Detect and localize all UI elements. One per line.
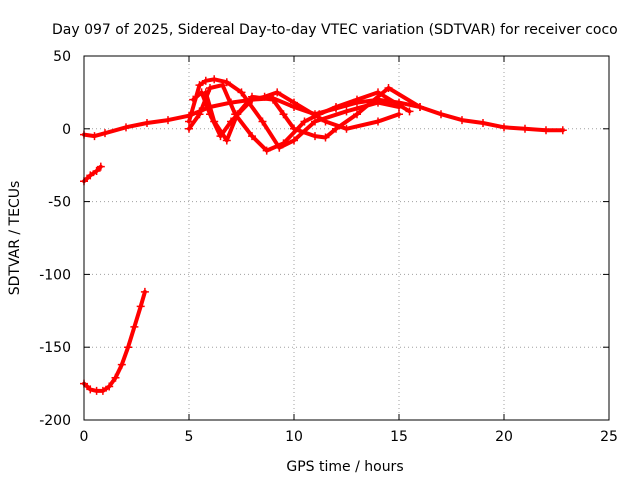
data-point <box>384 84 393 93</box>
data-point <box>92 167 101 176</box>
data-point <box>140 287 149 296</box>
data-point <box>124 343 133 352</box>
y-tick-label: -200 <box>39 413 71 429</box>
data-point <box>96 162 105 171</box>
data-point <box>185 117 193 126</box>
data-point <box>189 95 198 104</box>
data-point <box>290 98 298 107</box>
x-tick-label: 5 <box>185 429 194 445</box>
data-point <box>86 385 95 394</box>
data-point <box>311 132 319 141</box>
data-point <box>233 110 242 119</box>
series-line-early-low-segment <box>82 289 147 393</box>
data-point <box>258 117 267 126</box>
data-point <box>101 129 109 138</box>
data-point <box>111 373 120 382</box>
data-point <box>290 124 298 133</box>
x-tick-label: 15 <box>390 429 408 445</box>
data-point <box>311 117 319 126</box>
data-point <box>558 126 567 135</box>
data-point <box>143 118 151 127</box>
data-point <box>136 302 145 311</box>
series-line-early-mid-segment <box>82 164 103 184</box>
data-point <box>164 116 172 125</box>
data-point <box>248 92 256 101</box>
data-point <box>300 117 309 126</box>
data-point <box>342 107 351 116</box>
data-point <box>185 124 193 133</box>
data-point <box>105 382 114 391</box>
data-point <box>437 110 445 119</box>
data-point <box>321 133 330 142</box>
data-point <box>130 322 139 331</box>
data-point <box>86 171 95 180</box>
data-point <box>122 123 130 132</box>
data-point <box>405 107 414 116</box>
data-point <box>90 132 99 141</box>
series-line-arc-cross-2 <box>187 83 412 153</box>
x-tick-label: 25 <box>600 429 618 445</box>
x-axis-label: GPS time / hours <box>286 459 403 475</box>
tick-labels: 0 5 10 15 20 25 50 0 -50 -100 -150 -200 <box>39 49 618 445</box>
y-tick-label: -100 <box>39 267 71 283</box>
chart-title: Day 097 of 2025, Sidereal Day-to-day VTE… <box>52 22 618 38</box>
data-point <box>222 78 231 87</box>
data-point <box>353 110 361 119</box>
data-point <box>315 110 324 119</box>
data-point <box>201 76 210 85</box>
data-point <box>353 95 361 104</box>
data-point <box>521 124 529 133</box>
data-point <box>479 118 487 127</box>
data-point <box>262 146 271 155</box>
data-point <box>218 81 227 90</box>
data-point <box>237 88 246 97</box>
data-point <box>248 132 256 141</box>
x-tick-label: 0 <box>80 429 89 445</box>
data-point <box>290 136 298 145</box>
data-point <box>542 126 550 135</box>
x-tick-label: 10 <box>285 429 303 445</box>
y-axis-label: SDTVAR / TECUs <box>7 181 23 296</box>
data-point <box>332 102 340 111</box>
data-point <box>374 117 382 126</box>
data-point <box>210 75 219 84</box>
data-point <box>206 84 214 93</box>
y-tick-label: 50 <box>53 49 71 65</box>
series-line-arc-cross-3 <box>203 86 422 143</box>
data-point <box>117 360 126 369</box>
data-point <box>222 136 231 145</box>
series-layer <box>80 75 567 395</box>
data-point <box>195 81 204 90</box>
data-point <box>210 117 219 126</box>
x-tick-label: 20 <box>495 429 513 445</box>
data-point <box>273 88 282 97</box>
data-point <box>279 110 288 119</box>
y-tick-label: -150 <box>39 340 71 356</box>
data-point <box>279 139 288 148</box>
data-point <box>332 124 340 133</box>
tick-marks <box>83 55 610 421</box>
data-point <box>342 124 351 133</box>
y-tick-label: -50 <box>48 195 71 211</box>
data-point <box>458 116 466 125</box>
data-point <box>500 123 508 132</box>
data-point <box>269 95 277 104</box>
data-point <box>321 117 330 126</box>
data-point <box>374 98 382 107</box>
y-tick-label: 0 <box>62 122 71 138</box>
data-point <box>416 102 424 111</box>
data-point <box>98 386 107 395</box>
plot-frame <box>83 55 610 421</box>
data-point <box>395 110 403 119</box>
data-point <box>201 88 210 97</box>
data-point <box>195 110 204 119</box>
